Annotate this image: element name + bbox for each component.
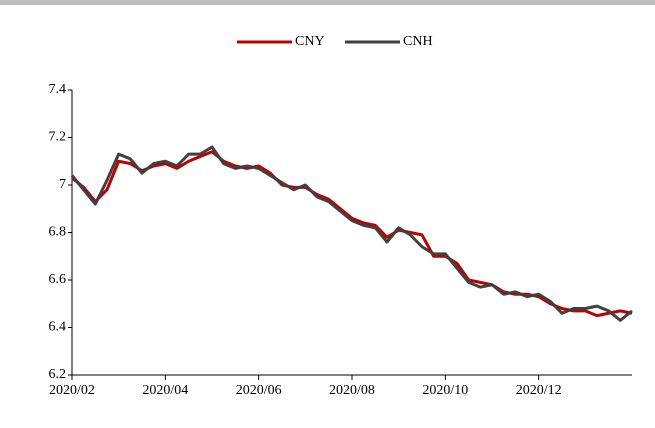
legend-label: CNH	[403, 34, 433, 49]
x-tick-label: 2020/12	[516, 383, 562, 398]
y-tick-label: 6.4	[49, 320, 67, 335]
top-bar	[0, 0, 655, 5]
y-tick-label: 6.2	[49, 367, 67, 382]
legend-label: CNY	[295, 34, 325, 49]
x-tick-label: 2020/06	[236, 383, 282, 398]
x-tick-label: 2020/04	[142, 383, 188, 398]
y-tick-label: 6.6	[49, 272, 67, 287]
y-tick-label: 7.4	[49, 82, 67, 97]
x-tick-label: 2020/08	[329, 383, 375, 398]
y-tick-label: 6.8	[49, 225, 67, 240]
x-tick-label: 2020/10	[422, 383, 468, 398]
line-cny	[71, 150, 633, 318]
x-tick-label: 2020/02	[49, 383, 95, 398]
y-tick-label: 7	[59, 177, 66, 192]
y-tick-label: 7.2	[49, 130, 67, 145]
line-cnh	[70, 145, 633, 322]
